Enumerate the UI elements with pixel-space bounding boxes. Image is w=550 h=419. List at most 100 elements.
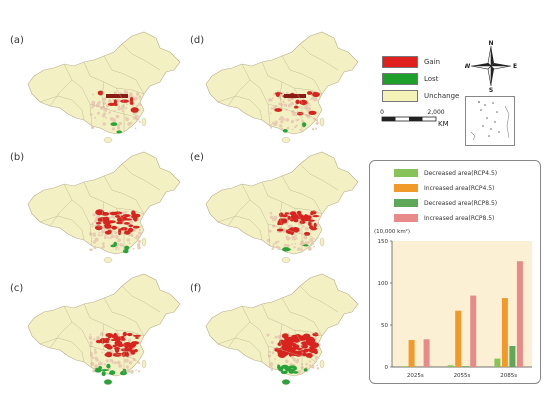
gain-area — [282, 218, 288, 224]
province-border — [115, 329, 145, 337]
y-tick-label: 0 — [385, 365, 389, 371]
province-border — [267, 345, 317, 363]
province-border — [261, 303, 303, 374]
habitat-patch — [107, 236, 110, 239]
habitat-patch — [279, 98, 282, 101]
map-b — [27, 151, 181, 263]
habitat-patch — [103, 112, 106, 116]
habitat-patch — [299, 243, 302, 246]
habitat-patch — [298, 231, 301, 234]
habitat-patch — [124, 116, 127, 119]
bar — [509, 346, 516, 367]
gain-area — [118, 229, 122, 236]
habitat-patch — [312, 363, 315, 366]
gain-area — [105, 333, 113, 337]
habitat-patch — [137, 370, 140, 373]
habitat-patch — [111, 127, 115, 131]
habitat-patch — [94, 116, 97, 119]
province-border — [281, 175, 323, 215]
gain-area — [311, 341, 316, 346]
chart-legend-item: Increased area(RCP4.5) — [394, 184, 494, 192]
gain-area — [123, 342, 132, 348]
gain-area — [303, 353, 309, 356]
habitat-patch — [269, 211, 273, 215]
habitat-layer — [88, 331, 141, 377]
gain-band — [284, 94, 306, 98]
gain-area — [104, 230, 112, 235]
lost-area — [301, 122, 307, 127]
lost-area — [94, 368, 102, 373]
gain-area — [95, 209, 105, 216]
gain-area — [291, 334, 298, 340]
habitat-patch — [111, 234, 115, 239]
scale-bar: 0 2,000 KM — [380, 109, 449, 128]
habitat-patch — [270, 126, 273, 129]
habitat-patch — [311, 128, 315, 131]
chart-legend-swatch — [394, 169, 418, 177]
habitat-patch — [271, 342, 274, 345]
habitat-patch — [113, 361, 117, 365]
chart-legend-swatch — [394, 199, 418, 207]
habitat-patch — [91, 356, 95, 360]
province-border — [49, 199, 73, 227]
habitat-patch — [295, 113, 298, 117]
lost-area — [124, 245, 130, 250]
province-border — [261, 61, 303, 132]
legend-gain: Gain — [382, 56, 440, 68]
lost-area — [303, 368, 308, 372]
habitat-patch — [292, 358, 296, 362]
habitat-patch — [92, 240, 97, 244]
habitat-patch — [280, 120, 284, 124]
habitat-patch — [274, 241, 278, 245]
habitat-patch — [280, 127, 284, 131]
habitat-patch — [268, 350, 271, 354]
lost-area — [113, 241, 117, 247]
habitat-patch — [273, 215, 278, 220]
habitat-patch — [91, 103, 96, 108]
habitat-patch — [285, 235, 289, 239]
habitat-patch — [135, 234, 140, 239]
island-hainan — [281, 257, 291, 263]
habitat-patch — [138, 361, 141, 364]
legend-lost: Lost — [382, 73, 438, 85]
island-taiwan — [141, 117, 147, 127]
habitat-patch — [121, 110, 124, 113]
compass-icon: N S E W — [465, 40, 517, 92]
lost-area — [108, 372, 115, 375]
gain-area — [114, 347, 121, 350]
province-border — [101, 201, 105, 229]
habitat-patch — [102, 97, 107, 102]
habitat-patch — [138, 120, 141, 123]
habitat-patch — [116, 126, 121, 130]
map-f — [205, 273, 359, 385]
habitat-patch — [129, 354, 132, 357]
lost-area — [284, 370, 288, 374]
gain-area — [299, 99, 308, 106]
province-border — [279, 323, 283, 351]
habitat-patch — [98, 234, 101, 237]
gain-area — [114, 337, 119, 341]
gain-area — [103, 223, 112, 228]
lost-area — [120, 370, 127, 376]
chart-frame: Decreased area(RCP4.5) Increased area(RC… — [369, 160, 541, 384]
island-hainan — [103, 379, 113, 385]
bar — [423, 339, 430, 367]
compass-e: E — [513, 63, 517, 70]
legend-unchange-swatch — [382, 90, 418, 102]
habitat-patch — [120, 107, 123, 110]
y-axis-unit: (10,000 km²) — [374, 229, 411, 235]
habitat-patch — [291, 243, 293, 246]
habitat-patch — [288, 237, 291, 240]
habitat-patch — [101, 242, 105, 246]
province-border — [217, 337, 263, 363]
habitat-patch — [291, 235, 296, 240]
habitat-patch — [273, 93, 276, 96]
habitat-patch — [102, 122, 107, 126]
habitat-patch — [138, 231, 142, 236]
compass-n: N — [488, 40, 493, 47]
gain-area — [308, 221, 312, 227]
chart-legend-label: Increased area(RCP8.5) — [424, 214, 495, 222]
province-border — [115, 207, 145, 215]
habitat-patch — [124, 358, 129, 363]
habitat-patch — [108, 111, 111, 114]
